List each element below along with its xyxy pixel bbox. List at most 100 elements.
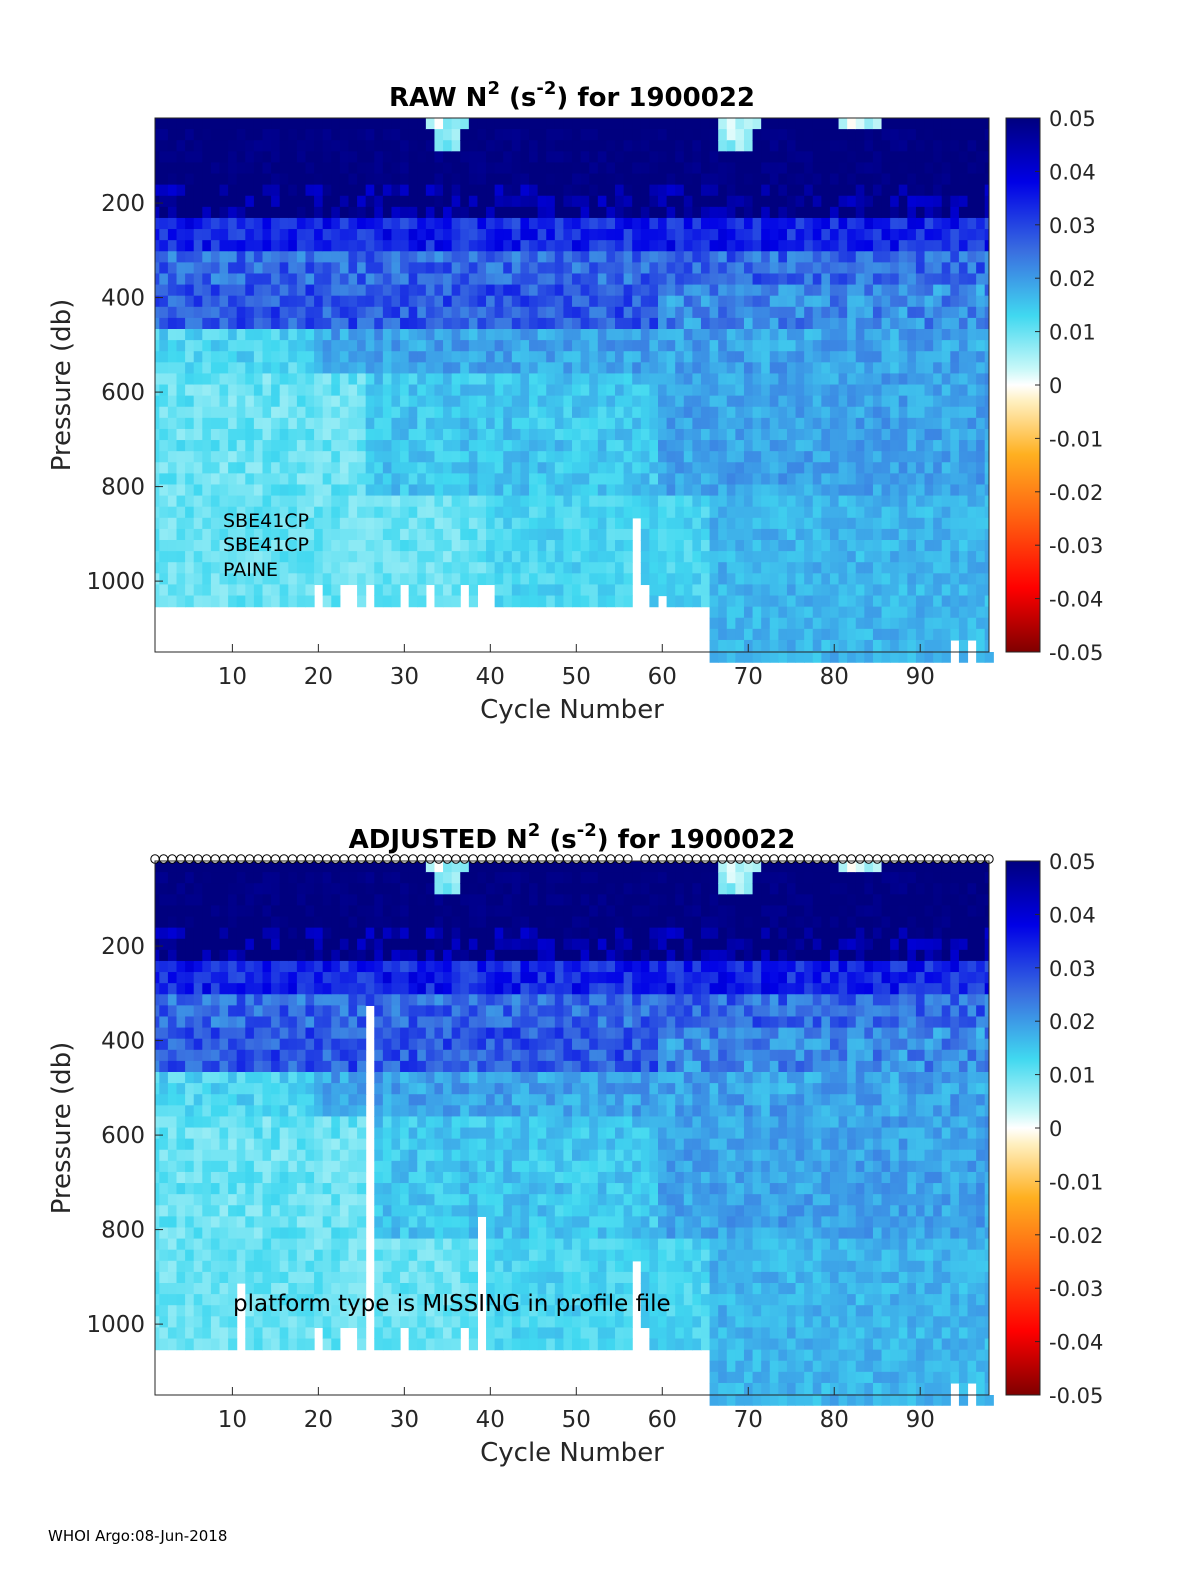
heatmap-cell bbox=[855, 373, 865, 386]
heatmap-cell bbox=[976, 528, 986, 541]
heatmap-cell bbox=[400, 229, 410, 241]
heatmap-cell bbox=[718, 129, 728, 141]
heatmap-cell bbox=[159, 551, 169, 563]
heatmap-cell bbox=[735, 639, 745, 652]
heatmap-cell bbox=[210, 184, 221, 197]
heatmap-cell bbox=[821, 562, 831, 574]
heatmap-cell bbox=[193, 162, 203, 175]
heatmap-cell bbox=[167, 584, 178, 597]
heatmap-cell bbox=[632, 173, 642, 186]
heatmap-cell bbox=[193, 916, 203, 929]
heatmap-cell bbox=[210, 883, 221, 895]
heatmap-cell bbox=[804, 340, 814, 352]
heatmap-cell bbox=[872, 384, 883, 397]
heatmap-cell bbox=[357, 129, 367, 141]
heatmap-cell bbox=[907, 639, 917, 652]
heatmap-cell bbox=[735, 417, 745, 430]
heatmap-cell bbox=[666, 306, 676, 319]
heatmap-cell bbox=[915, 306, 926, 319]
heatmap-cell bbox=[847, 628, 857, 641]
heatmap-cell bbox=[649, 428, 659, 441]
heatmap-cell bbox=[202, 451, 212, 463]
heatmap-cell bbox=[314, 329, 324, 341]
heatmap-cell bbox=[167, 273, 178, 286]
heatmap-cell bbox=[425, 451, 436, 463]
heatmap-cell bbox=[322, 229, 332, 241]
heatmap-cell bbox=[735, 362, 745, 375]
heatmap-cell bbox=[391, 362, 401, 375]
heatmap-cell bbox=[288, 495, 298, 508]
heatmap-cell bbox=[176, 306, 186, 319]
heatmap-cell bbox=[202, 428, 212, 441]
raw-colorbar bbox=[1005, 117, 1041, 653]
heatmap-cell bbox=[477, 195, 487, 208]
heatmap-cell bbox=[391, 206, 401, 219]
heatmap-cell bbox=[434, 329, 444, 341]
heatmap-cell bbox=[296, 229, 307, 241]
heatmap-cell bbox=[537, 206, 547, 219]
heatmap-cell bbox=[348, 517, 358, 530]
heatmap-cell bbox=[253, 229, 264, 241]
heatmap-cell bbox=[159, 162, 169, 175]
heatmap-cell bbox=[468, 506, 478, 519]
heatmap-cell bbox=[666, 451, 676, 463]
heatmap-cell bbox=[958, 184, 969, 197]
heatmap-cell bbox=[210, 1160, 221, 1173]
heatmap-cell bbox=[451, 428, 461, 441]
heatmap-cell bbox=[752, 540, 762, 552]
heatmap-cell bbox=[477, 451, 487, 463]
heatmap-cell bbox=[683, 462, 693, 474]
heatmap-cell bbox=[279, 140, 289, 152]
heatmap-cell bbox=[193, 994, 203, 1006]
heatmap-cell bbox=[855, 173, 865, 186]
heatmap-cell bbox=[795, 206, 805, 219]
heatmap-cell bbox=[374, 273, 384, 286]
heatmap-cell bbox=[778, 573, 788, 586]
heatmap-cell bbox=[357, 206, 367, 219]
heatmap-cell bbox=[915, 484, 926, 497]
heatmap-cell bbox=[640, 440, 650, 452]
heatmap-cell bbox=[554, 373, 564, 386]
heatmap-cell bbox=[649, 306, 659, 319]
heatmap-cell bbox=[743, 373, 754, 386]
heatmap-cell bbox=[821, 284, 831, 297]
heatmap-cell bbox=[167, 1194, 178, 1206]
heatmap-cell bbox=[477, 528, 487, 541]
heatmap-cell bbox=[778, 384, 788, 397]
heatmap-cell bbox=[185, 861, 195, 873]
heatmap-cell bbox=[434, 451, 444, 463]
heatmap-cell bbox=[296, 340, 307, 352]
heatmap-cell bbox=[193, 927, 203, 940]
heatmap-cell bbox=[941, 184, 951, 197]
heatmap-cell bbox=[976, 595, 986, 608]
heatmap-cell bbox=[357, 195, 367, 208]
heatmap-cell bbox=[322, 417, 332, 430]
heatmap-cell bbox=[288, 528, 298, 541]
heatmap-cell bbox=[159, 573, 169, 586]
heatmap-cell bbox=[795, 362, 805, 375]
heatmap-cell bbox=[296, 251, 307, 263]
heatmap-cell bbox=[400, 384, 410, 397]
heatmap-cell bbox=[658, 484, 668, 497]
heatmap-cell bbox=[210, 573, 221, 586]
heatmap-cell bbox=[890, 451, 900, 463]
heatmap-cell bbox=[692, 562, 702, 574]
heatmap-cell bbox=[872, 262, 883, 275]
heatmap-cell bbox=[511, 140, 521, 152]
heatmap-cell bbox=[735, 484, 745, 497]
heatmap-cell bbox=[683, 129, 693, 141]
x-tick-label: 10 bbox=[218, 664, 247, 690]
heatmap-cell bbox=[769, 306, 779, 319]
heatmap-cell bbox=[365, 173, 375, 186]
heatmap-cell bbox=[460, 517, 470, 530]
heatmap-cell bbox=[382, 362, 393, 375]
heatmap-cell bbox=[219, 573, 229, 586]
heatmap-cell bbox=[958, 284, 969, 297]
heatmap-cell bbox=[529, 417, 539, 430]
heatmap-cell bbox=[881, 373, 891, 386]
heatmap-cell bbox=[193, 861, 203, 873]
heatmap-cell bbox=[675, 173, 685, 186]
heatmap-cell bbox=[786, 562, 797, 574]
heatmap-cell bbox=[271, 129, 281, 141]
heatmap-cell bbox=[236, 584, 246, 597]
